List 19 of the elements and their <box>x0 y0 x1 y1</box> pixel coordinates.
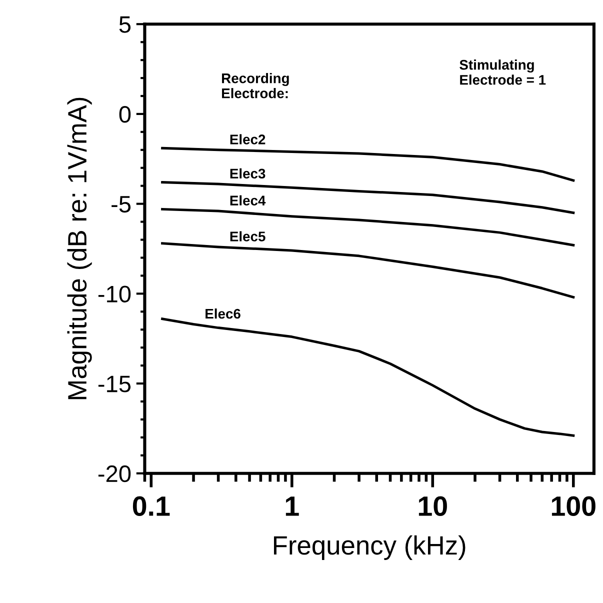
y-tick-label: -15 <box>98 376 131 392</box>
series-label: Elec6 <box>206 308 240 319</box>
x-tick-label: 0.1 <box>132 496 170 516</box>
x-tick-label: 10 <box>418 496 447 516</box>
x-axis-title: Frequency (kHz) <box>274 535 466 560</box>
annotation: Stimulating Electrode = 1 <box>460 60 546 85</box>
y-tick-label: 5 <box>119 16 131 33</box>
x-tick-label: 1 <box>286 496 299 516</box>
y-tick-label: -5 <box>112 196 131 213</box>
y-tick-label: 0 <box>119 106 131 123</box>
series-label: Elec2 <box>230 134 266 144</box>
x-tick-label: 100 <box>552 496 596 516</box>
series-label: Elec3 <box>230 168 266 179</box>
series-label: Elec5 <box>230 231 266 242</box>
series-label: Elec4 <box>230 195 266 206</box>
y-tick-label: -10 <box>98 286 131 302</box>
annotation: Recording Electrode: <box>222 73 289 98</box>
y-axis-title: Magnitude (dB re: 1V/mA) <box>67 98 92 400</box>
y-tick-label: -20 <box>98 465 131 482</box>
